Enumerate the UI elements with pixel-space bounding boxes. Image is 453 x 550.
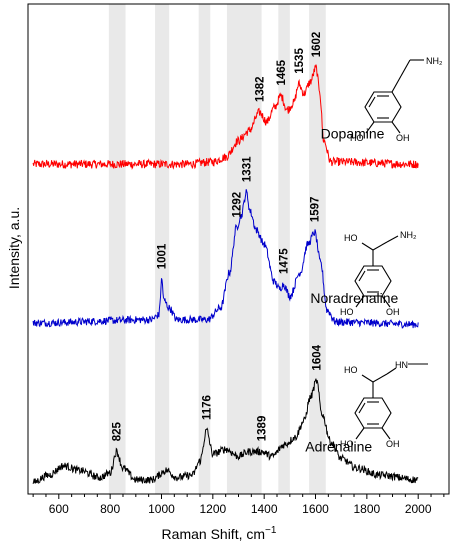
peak-label-noradrenaline-1001: 1001 xyxy=(157,243,169,269)
x-tick-label-1400: 1400 xyxy=(251,502,278,516)
x-axis-title: Raman Shift, cm−1 xyxy=(162,525,277,542)
highlight-band-0 xyxy=(108,4,126,494)
noradrenaline-ho-label: HO xyxy=(340,307,354,317)
highlight-band-2 xyxy=(198,4,211,494)
x-tick-label-800: 800 xyxy=(100,502,120,516)
series-line-noradrenaline xyxy=(32,189,419,329)
peak-label-dopamine-1535: 1535 xyxy=(294,48,306,74)
noradrenaline-nh2-label: NH₂ xyxy=(400,230,417,240)
peak-label-noradrenaline-1597: 1597 xyxy=(310,197,322,223)
peak-label-noradrenaline-1292: 1292 xyxy=(231,192,243,218)
adrenaline-ho-label: HO xyxy=(340,439,354,449)
highlight-band-1 xyxy=(155,4,170,494)
spectra xyxy=(32,64,419,485)
y-axis-title: Intensity, a.u. xyxy=(6,207,22,289)
peak-label-adrenaline-1389: 1389 xyxy=(256,416,268,442)
peak-label-noradrenaline-1331: 1331 xyxy=(241,156,253,182)
dopamine-oh-label: OH xyxy=(396,133,410,143)
peak-label-dopamine-1465: 1465 xyxy=(276,59,288,85)
noradrenaline-ho-top-label: HO xyxy=(344,233,358,243)
peak-label-dopamine-1382: 1382 xyxy=(255,76,267,102)
adrenaline-hn-label: HN xyxy=(395,360,408,370)
x-tick-label-1000: 1000 xyxy=(148,502,175,516)
adrenaline-oh-label: OH xyxy=(386,439,400,449)
x-tick-label-2000: 2000 xyxy=(405,502,432,516)
series-name-noradrenaline: Noradrenaline xyxy=(310,290,398,306)
highlight-bands xyxy=(108,4,326,494)
x-tick-label-1600: 1600 xyxy=(302,502,329,516)
series-line-dopamine xyxy=(32,64,419,170)
peak-labels: 1382 1465 1535 1602 1001 1292 1331 1475 1597 825 1… xyxy=(112,32,324,442)
peak-label-noradrenaline-1475: 1475 xyxy=(278,248,290,274)
x-axis-ticks xyxy=(32,494,445,499)
x-axis-tick-labels: 600 800 1000 1200 1400 1600 1800 2000 xyxy=(49,502,432,516)
x-tick-label-600: 600 xyxy=(49,502,69,516)
x-tick-label-1200: 1200 xyxy=(199,502,226,516)
peak-label-dopamine-1602: 1602 xyxy=(311,32,323,58)
series-line-adrenaline xyxy=(32,378,419,485)
x-axis-title-text: Raman Shift, cm xyxy=(162,526,265,542)
adrenaline-structure-icon: HO HN HO OH xyxy=(340,360,428,449)
series-name-adrenaline: Adrenaline xyxy=(305,439,372,455)
x-tick-label-1800: 1800 xyxy=(354,502,381,516)
peak-label-adrenaline-1604: 1604 xyxy=(312,344,324,370)
dopamine-structure-icon: NH₂ HO OH xyxy=(350,56,443,143)
dopamine-nh2-label: NH₂ xyxy=(426,56,443,66)
highlight-band-4 xyxy=(278,4,290,494)
peak-label-adrenaline-1176: 1176 xyxy=(202,395,214,420)
x-axis-title-superscript: −1 xyxy=(265,525,277,536)
peak-label-adrenaline-825: 825 xyxy=(112,421,124,441)
dopamine-ho-label: HO xyxy=(350,133,364,143)
adrenaline-ho-top-label: HO xyxy=(344,365,358,375)
noradrenaline-oh-label: OH xyxy=(386,307,400,317)
noradrenaline-structure-icon: HO NH₂ HO OH xyxy=(340,230,417,317)
